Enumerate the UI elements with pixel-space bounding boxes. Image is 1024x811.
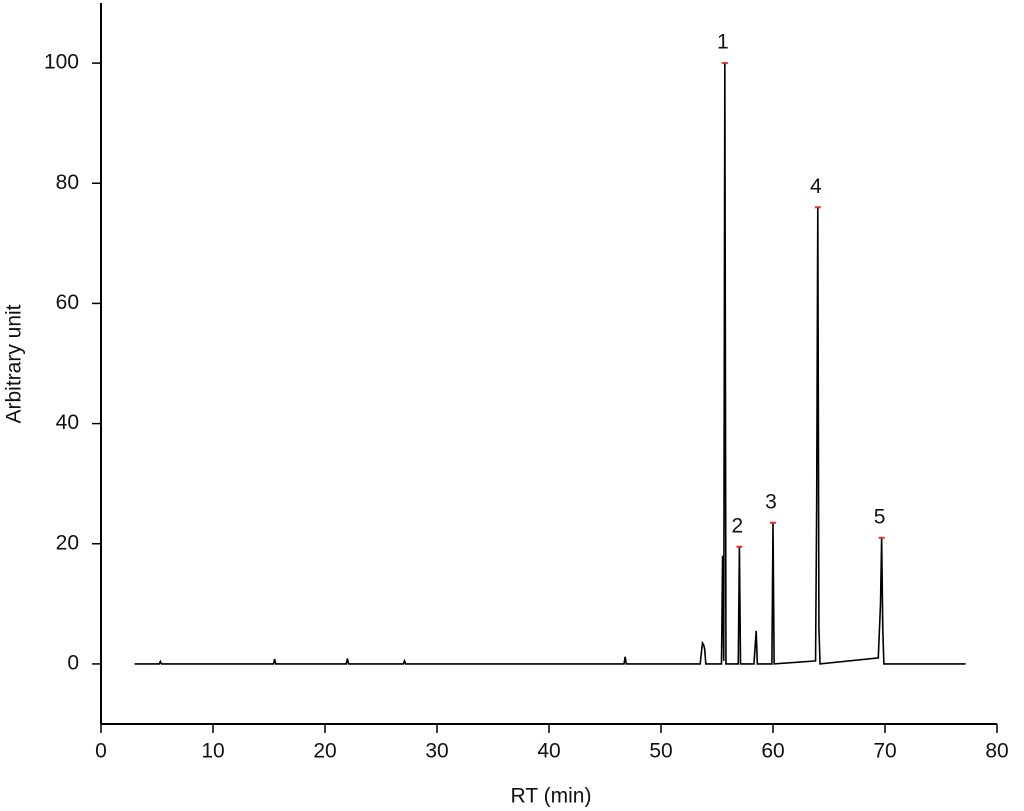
chromatogram-line bbox=[134, 63, 966, 665]
y-tick-label: 20 bbox=[56, 531, 79, 554]
y-tick-label: 60 bbox=[56, 291, 79, 314]
x-tick-label: 60 bbox=[761, 740, 784, 763]
peak-label: 2 bbox=[732, 514, 744, 537]
peak-label: 3 bbox=[765, 490, 777, 513]
y-tick-label: 40 bbox=[56, 411, 79, 434]
x-tick-label: 50 bbox=[649, 740, 672, 763]
peak-label: 5 bbox=[874, 505, 886, 528]
peak-label: 4 bbox=[810, 175, 822, 198]
x-tick-label: 80 bbox=[985, 740, 1008, 763]
y-axis-label: Arbitrary unit bbox=[3, 304, 26, 423]
y-tick-label: 100 bbox=[44, 51, 79, 74]
x-axis-label: RT (min) bbox=[511, 785, 592, 808]
x-tick-label: 40 bbox=[537, 740, 560, 763]
y-tick-label: 0 bbox=[67, 651, 79, 674]
x-tick-label: 30 bbox=[425, 740, 448, 763]
x-tick-label: 70 bbox=[873, 740, 896, 763]
x-tick-label: 10 bbox=[201, 740, 224, 763]
x-tick-label: 20 bbox=[313, 740, 336, 763]
x-tick-label: 0 bbox=[95, 740, 107, 763]
y-tick-label: 80 bbox=[56, 171, 79, 194]
peak-label: 1 bbox=[717, 31, 729, 54]
